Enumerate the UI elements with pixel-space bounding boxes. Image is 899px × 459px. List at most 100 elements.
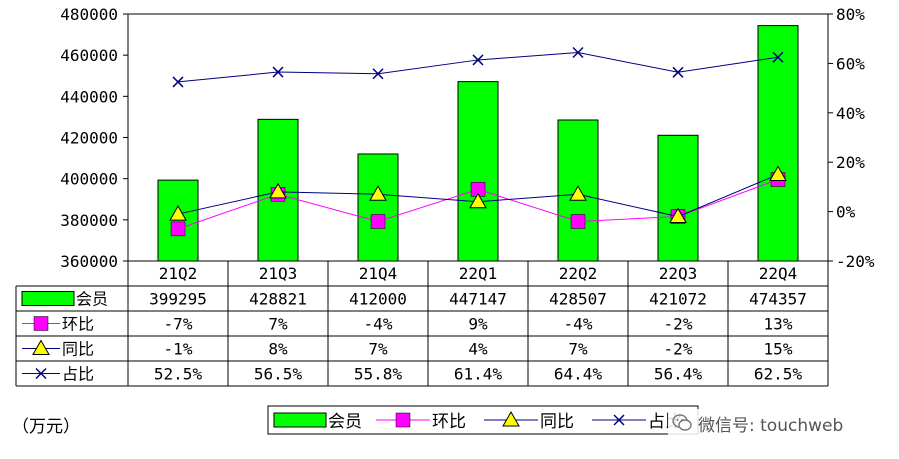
bar-22Q4	[757, 25, 799, 262]
row-key-同比	[32, 339, 50, 355]
legend-label-同比: 同比	[540, 412, 574, 432]
left-tick-label: 480000	[60, 5, 118, 24]
bar-series	[157, 25, 799, 262]
table-cell: 8%	[268, 340, 288, 359]
table-cell: -7%	[164, 315, 193, 334]
point-同比-21Q4	[369, 185, 387, 201]
row-label-会员: 会员	[76, 290, 108, 309]
point-环比-22Q2	[570, 214, 586, 229]
legend-key-环比	[395, 412, 411, 428]
bar-21Q4	[357, 153, 399, 262]
point-占比-22Q4	[772, 51, 784, 63]
point-同比-21Q2	[169, 205, 187, 221]
legend-label-会员: 会员	[328, 412, 362, 432]
legend-label-环比: 环比	[432, 412, 466, 432]
row-key-会员	[21, 291, 75, 306]
watermark-text: 微信号: touchweb	[698, 415, 844, 436]
left-tick-label: 420000	[60, 129, 118, 148]
right-tick-label: -20%	[836, 252, 875, 271]
point-占比-21Q3	[272, 66, 284, 78]
point-占比-21Q4	[372, 68, 384, 80]
table-cell: -2%	[664, 340, 693, 359]
table-cell: 52.5%	[154, 365, 203, 384]
right-tick-label: 20%	[836, 153, 865, 172]
point-占比-22Q1	[472, 54, 484, 66]
table-cell: 62.5%	[754, 365, 803, 384]
point-同比-21Q3	[269, 182, 287, 199]
table-header-21Q3: 21Q3	[259, 264, 298, 283]
watermark: 微信号: touchweb	[668, 409, 848, 437]
legend-key-占比	[613, 414, 625, 426]
table-cell: 474357	[749, 290, 807, 309]
table-cell: -2%	[664, 315, 693, 334]
left-tick-label: 440000	[60, 87, 118, 106]
table-cell: 13%	[764, 315, 793, 334]
legend-key-会员	[273, 412, 327, 428]
wechat-icon	[672, 414, 692, 431]
row-label-同比: 同比	[62, 340, 94, 359]
table-header-22Q1: 22Q1	[459, 264, 498, 283]
row-key-环比	[33, 316, 49, 331]
table-cell: 56.5%	[254, 365, 303, 384]
series-占比	[172, 47, 784, 88]
left-tick-label: 400000	[60, 170, 118, 189]
table-cell: 64.4%	[554, 365, 603, 384]
point-占比-22Q2	[572, 47, 584, 59]
table-cell: 447147	[449, 290, 507, 309]
legend-key-同比	[502, 410, 520, 427]
table-header-22Q3: 22Q3	[659, 264, 698, 283]
point-占比-22Q3	[672, 66, 684, 78]
table-cell: 7%	[568, 340, 588, 359]
table-cell: 399295	[149, 290, 207, 309]
right-tick-label: 0%	[836, 203, 856, 222]
table-cell: 61.4%	[454, 365, 503, 384]
table-cell: -4%	[564, 315, 593, 334]
line-series	[169, 47, 787, 237]
table-header-21Q4: 21Q4	[359, 264, 398, 283]
row-key-占比	[35, 367, 47, 380]
data-table: 21Q2 21Q3 21Q4 22Q1 22Q2 22Q3 22Q4 会员 399295 4288…	[15, 261, 829, 387]
point-环比-21Q2	[170, 221, 186, 237]
table-header-22Q4: 22Q4	[759, 264, 798, 283]
table-cell: -4%	[364, 315, 393, 334]
bar-22Q1	[457, 81, 499, 262]
table-row-占比: 占比 52.5% 56.5% 55.8% 61.4% 64.4% 56.4% 62.5%	[22, 365, 802, 384]
table-cell: 7%	[268, 315, 288, 334]
legend: 会员 环比 同比 占比	[267, 405, 699, 435]
point-同比-22Q3	[669, 207, 687, 224]
table-cell: 428821	[249, 290, 307, 309]
point-同比-22Q4	[769, 165, 787, 182]
bar-22Q3	[657, 134, 699, 262]
point-同比-22Q1	[469, 192, 487, 209]
table-cell: 4%	[468, 340, 488, 359]
left-tick-label: 380000	[60, 211, 118, 230]
right-tick-label: 40%	[836, 104, 865, 123]
row-label-占比: 占比	[62, 365, 94, 384]
table-cell: -1%	[164, 340, 193, 359]
left-tick-label: 460000	[60, 46, 118, 65]
point-同比-22Q2	[569, 185, 587, 201]
right-tick-label: 80%	[836, 5, 865, 24]
axes: 360000 380000 400000 420000 440000 460000 4800…	[60, 5, 875, 271]
table-row-环比: 环比 -7% 7% -4% 9% -4% -2% 13%	[22, 315, 793, 334]
point-环比-21Q4	[370, 214, 386, 229]
table-cell: 428507	[549, 290, 607, 309]
table-cell: 421072	[649, 290, 707, 309]
table-cell: 55.8%	[354, 365, 403, 384]
table-row-同比: 同比 -1% 8% 7% 4% 7% -2% 15%	[22, 339, 793, 359]
table-header-21Q2: 21Q2	[159, 264, 198, 283]
table-row-会员: 会员 399295 428821 412000 447147 428507 421072 47…	[21, 290, 807, 309]
row-label-环比: 环比	[62, 315, 94, 334]
table-cell: 56.4%	[654, 365, 703, 384]
right-tick-label: 60%	[836, 54, 865, 73]
series-同比	[169, 165, 787, 224]
left-tick-label: 360000	[60, 252, 118, 271]
legend-box	[267, 405, 699, 435]
point-占比-21Q2	[172, 76, 184, 88]
table-cell: 7%	[368, 340, 388, 359]
table-cell: 15%	[764, 340, 793, 359]
table-cell: 412000	[349, 290, 407, 309]
table-cell: 9%	[468, 315, 488, 334]
unit-label: （万元）	[12, 417, 80, 437]
